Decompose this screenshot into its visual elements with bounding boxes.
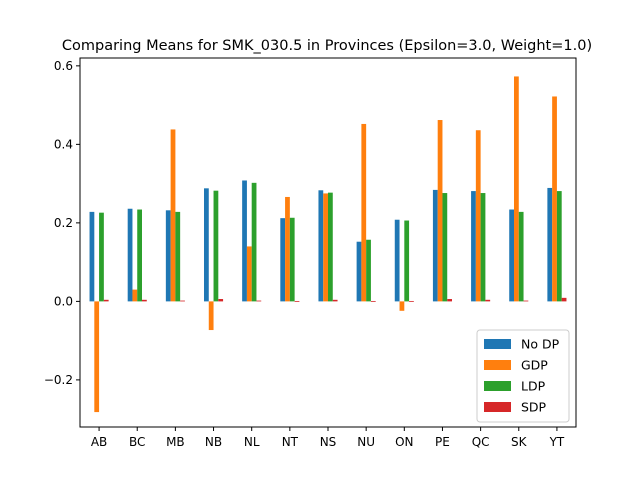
x-tick-label-bc: BC	[129, 435, 145, 449]
legend-box	[476, 329, 570, 423]
y-tick-label: 0.4	[54, 137, 73, 151]
bar-ns-sdp	[332, 299, 338, 302]
x-tick-label-on: ON	[395, 435, 413, 449]
bar-nl-sdp	[256, 300, 262, 302]
bar-nu-no-dp	[356, 241, 362, 302]
bar-qc-sdp	[485, 299, 491, 302]
bar-ns-no-dp	[318, 190, 324, 302]
x-tick-label-yt: YT	[549, 435, 565, 449]
bar-ab-ldp	[99, 212, 104, 302]
bar-on-ldp	[404, 220, 410, 302]
bar-pe-ldp	[442, 193, 448, 302]
bar-nt-sdp	[294, 300, 300, 302]
bar-mb-ldp	[175, 211, 181, 302]
legend-swatch-ldp	[484, 381, 511, 391]
bar-yt-ldp	[556, 191, 562, 302]
bar-bc-no-dp	[127, 208, 133, 302]
bar-nu-gdp	[361, 123, 367, 302]
legend: No DP GDP LDP SDP	[476, 329, 570, 423]
bar-bc-ldp	[137, 209, 142, 302]
legend-swatch-gdp	[484, 360, 511, 370]
bar-nt-no-dp	[280, 218, 286, 302]
bar-nb-ldp	[213, 190, 219, 302]
x-tick-label-pe: PE	[435, 435, 450, 449]
bar-ab-no-dp	[89, 211, 95, 302]
legend-label-sdp: SDP	[521, 400, 547, 415]
bar-ab-gdp	[94, 301, 100, 413]
bar-nb-sdp	[218, 299, 224, 302]
bar-qc-ldp	[480, 193, 486, 302]
y-tick-label: 0.0	[54, 294, 73, 308]
y-tick-label: 0.6	[54, 59, 73, 73]
bar-nl-ldp	[251, 182, 257, 302]
bars-group	[89, 76, 567, 413]
bar-ns-gdp	[323, 193, 328, 302]
bar-qc-no-dp	[471, 191, 476, 302]
bar-nu-sdp	[370, 300, 376, 302]
bar-yt-gdp	[552, 96, 557, 302]
bar-on-gdp	[399, 301, 405, 311]
bar-ns-ldp	[328, 192, 333, 302]
bar-sk-sdp	[523, 300, 529, 302]
y-tick-label: −0.2	[44, 373, 73, 387]
x-tick-label-nu: NU	[357, 435, 375, 449]
bar-nu-ldp	[366, 239, 371, 302]
bar-mb-gdp	[170, 129, 176, 302]
bar-ab-sdp	[103, 299, 109, 302]
bar-pe-gdp	[437, 120, 443, 302]
bar-nl-gdp	[246, 246, 252, 302]
x-tick-label-qc: QC	[472, 435, 490, 449]
legend-label-ldp: LDP	[521, 379, 546, 394]
bar-nb-no-dp	[204, 188, 209, 302]
legend-swatch-no-dp	[484, 339, 511, 349]
bar-pe-sdp	[447, 299, 452, 302]
bar-mb-sdp	[180, 300, 185, 302]
legend-label-no-dp: No DP	[521, 337, 560, 352]
x-tick-label-nt: NT	[282, 435, 299, 449]
bar-bc-gdp	[132, 289, 138, 302]
x-tick-label-mb: MB	[166, 435, 185, 449]
y-tick-label: 0.2	[54, 216, 73, 230]
axes-group: −0.2 0.0 0.2 0.4 0.6 AB BC MB NB NL NT NS NU ON PE QC SK…	[44, 57, 577, 449]
x-tick-label-sk: SK	[511, 435, 528, 449]
bar-yt-no-dp	[547, 187, 553, 302]
bar-bc-sdp	[142, 299, 147, 302]
bar-nt-ldp	[289, 217, 295, 302]
bar-nb-gdp	[208, 301, 214, 331]
bar-qc-gdp	[475, 130, 481, 302]
x-tick-label-ns: NS	[320, 435, 337, 449]
x-tick-label-nl: NL	[244, 435, 260, 449]
bar-nl-no-dp	[242, 180, 247, 302]
legend-swatch-sdp	[484, 402, 511, 412]
bar-sk-ldp	[518, 211, 524, 302]
bar-on-sdp	[409, 300, 414, 302]
bar-sk-no-dp	[509, 209, 514, 302]
bar-sk-gdp	[514, 76, 519, 302]
bar-nt-gdp	[285, 196, 290, 302]
chart-title: Comparing Means for SMK_030.5 in Provinc…	[62, 38, 592, 54]
legend-label-gdp: GDP	[521, 358, 548, 373]
bar-yt-sdp	[561, 297, 567, 302]
bar-pe-no-dp	[432, 189, 438, 302]
bar-mb-no-dp	[165, 210, 171, 302]
x-tick-label-ab: AB	[91, 435, 107, 449]
x-tick-label-nb: NB	[205, 435, 222, 449]
bar-on-no-dp	[394, 219, 400, 302]
